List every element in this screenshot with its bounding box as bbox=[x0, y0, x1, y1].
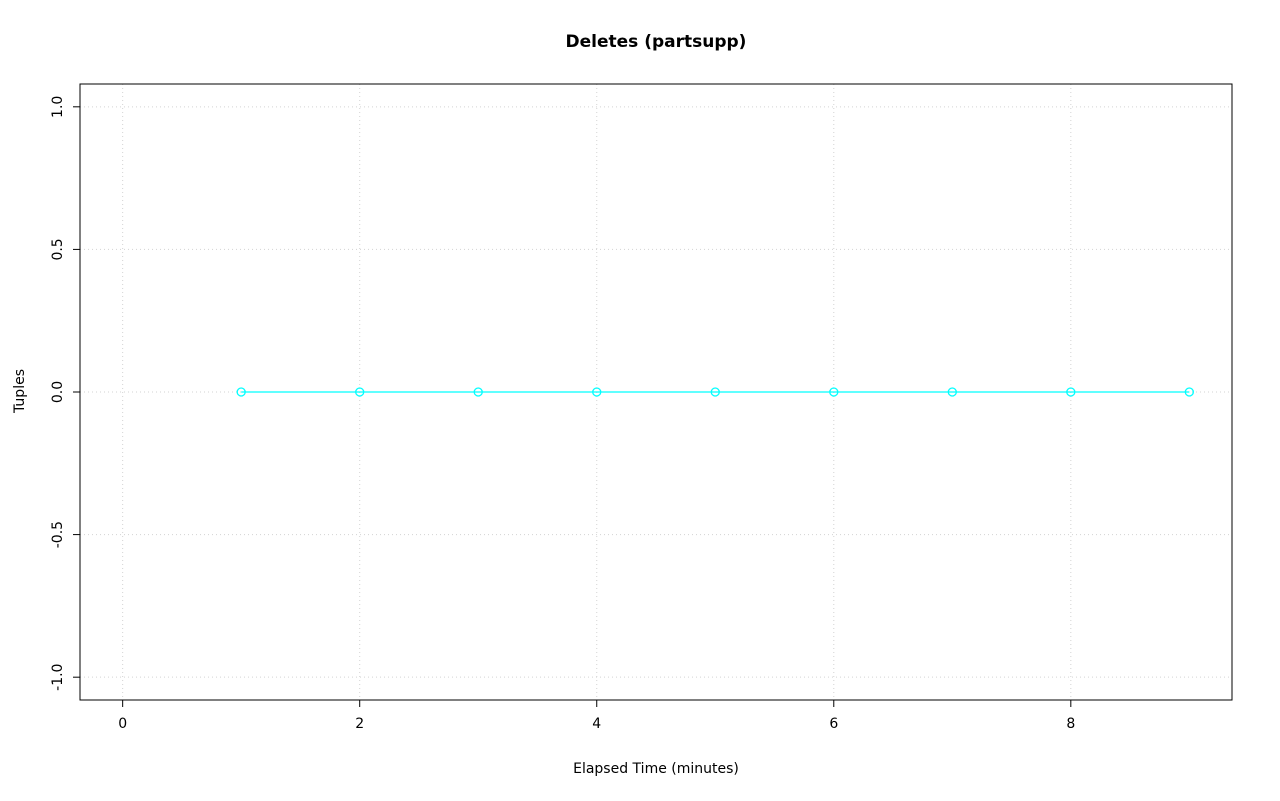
x-axis-label: Elapsed Time (minutes) bbox=[573, 761, 739, 777]
x-tick-label: 4 bbox=[592, 716, 601, 732]
x-tick-label: 2 bbox=[355, 716, 364, 732]
y-tick-label: -0.5 bbox=[50, 521, 66, 548]
chart-title: Deletes (partsupp) bbox=[565, 32, 747, 52]
y-tick-label: 0.0 bbox=[50, 381, 66, 403]
data-point bbox=[1066, 387, 1076, 397]
y-tick-label: 1.0 bbox=[50, 96, 66, 118]
data-point bbox=[1184, 387, 1194, 397]
data-point bbox=[829, 387, 839, 397]
y-tick-label: 0.5 bbox=[50, 238, 66, 260]
data-point bbox=[710, 387, 720, 397]
x-tick-label: 6 bbox=[829, 716, 838, 732]
x-tick-label: 0 bbox=[118, 716, 127, 732]
data-point bbox=[236, 387, 246, 397]
data-point bbox=[592, 387, 602, 397]
y-axis-label: Tuples bbox=[12, 369, 28, 413]
x-tick-label: 8 bbox=[1066, 716, 1075, 732]
data-point bbox=[947, 387, 957, 397]
data-point bbox=[355, 387, 365, 397]
y-tick-label: -1.0 bbox=[50, 664, 66, 691]
data-point bbox=[473, 387, 483, 397]
